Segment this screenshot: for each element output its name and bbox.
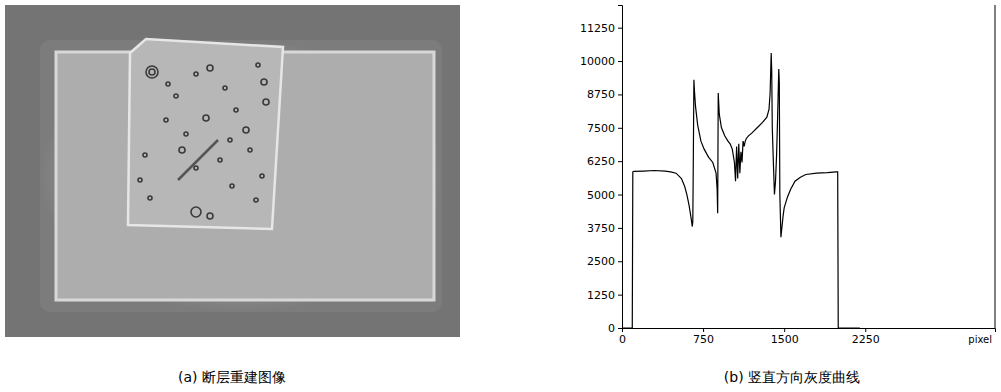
y-tick-mark <box>618 228 622 229</box>
y-tick-label: 3750 <box>587 222 615 235</box>
pore <box>248 148 252 152</box>
pore <box>230 184 234 188</box>
x-tick-label: 0 <box>619 333 626 346</box>
pore <box>243 127 249 133</box>
image-halo <box>40 40 442 312</box>
x-tick-mark <box>865 328 866 332</box>
pore <box>218 158 222 162</box>
y-tick: 8750 <box>587 88 622 101</box>
y-tick-mark <box>618 261 622 262</box>
pore <box>234 108 238 112</box>
pore <box>166 82 170 86</box>
pore <box>261 79 267 85</box>
pore <box>143 153 147 157</box>
pore <box>263 99 269 105</box>
pore <box>146 66 158 78</box>
pore <box>149 69 155 75</box>
y-tick-mark <box>618 295 622 296</box>
pore <box>148 196 152 200</box>
x-tick-label: 1500 <box>771 333 799 346</box>
y-tick-label: 2500 <box>587 255 615 268</box>
y-tick: 0 <box>608 322 622 335</box>
x-tick: 750 <box>693 328 714 346</box>
pore <box>194 166 198 170</box>
pore <box>256 63 260 67</box>
x-tick-mark <box>784 328 785 332</box>
profile-line <box>622 53 860 328</box>
pore <box>194 72 198 76</box>
x-tick: 1500 <box>771 328 799 346</box>
y-tick-label: 11250 <box>580 22 615 35</box>
y-tick-mark <box>618 61 622 62</box>
y-tick-label: 5000 <box>587 189 615 202</box>
pore <box>228 138 232 142</box>
pore <box>207 213 213 219</box>
y-axis: 0 1250 2500 3750 5000 6250 7500 8750 10000 11250 <box>580 6 623 336</box>
x-tick-mark <box>703 328 704 332</box>
y-tick: 5000 <box>587 189 622 202</box>
y-tick-label: 0 <box>608 322 615 335</box>
y-tick-mark <box>618 161 622 162</box>
y-tick: 10000 <box>580 55 622 68</box>
y-tick: 1250 <box>587 289 622 302</box>
pore <box>174 94 178 98</box>
pore <box>184 132 188 136</box>
plot-frame-right <box>995 5 996 328</box>
pore <box>203 115 209 121</box>
y-tick-label: 10000 <box>580 55 615 68</box>
pore <box>207 65 213 71</box>
y-tick-label: 7500 <box>587 122 615 135</box>
y-tick-mark <box>618 128 622 129</box>
y-tick: 6250 <box>587 155 622 168</box>
y-tick: 11250 <box>580 22 622 35</box>
y-tick-mark <box>618 195 622 196</box>
inner-sample <box>128 39 283 229</box>
pore <box>179 147 185 153</box>
y-tick-label: 8750 <box>587 88 615 101</box>
caption: (b) 竖直方向灰度曲线 <box>724 369 860 385</box>
pore <box>138 178 142 182</box>
plot-area <box>622 53 860 328</box>
x-tick-label: 750 <box>693 333 714 346</box>
pore <box>191 207 201 217</box>
image-background <box>5 5 460 337</box>
y-tick: 2500 <box>587 255 622 268</box>
x-axis: 0 750 1500 2250 <box>619 328 996 346</box>
pore <box>223 86 227 90</box>
x-tick: 2250 <box>852 328 880 346</box>
slice-image <box>5 5 460 337</box>
x-axis-title: pixel <box>968 334 992 345</box>
pore <box>260 174 264 178</box>
caption: (a) 断层重建图像 <box>178 369 286 385</box>
x-axis-line <box>623 329 996 333</box>
crack <box>178 140 218 180</box>
y-axis-line <box>618 6 623 329</box>
x-tick-label: 2250 <box>852 333 880 346</box>
y-tick-mark <box>618 28 622 29</box>
y-tick-mark <box>618 94 622 95</box>
y-tick-label: 1250 <box>587 289 615 302</box>
figure: (a) 断层重建图像 0 750 1500 2250 0 1250 2500 3750 5000 6… <box>0 0 1001 392</box>
y-tick-label: 6250 <box>587 155 615 168</box>
pore <box>254 198 258 202</box>
y-tick: 3750 <box>587 222 622 235</box>
pore <box>164 118 168 122</box>
y-tick-mark <box>618 328 622 329</box>
y-tick: 7500 <box>587 122 622 135</box>
x-tick: 0 <box>619 328 626 346</box>
